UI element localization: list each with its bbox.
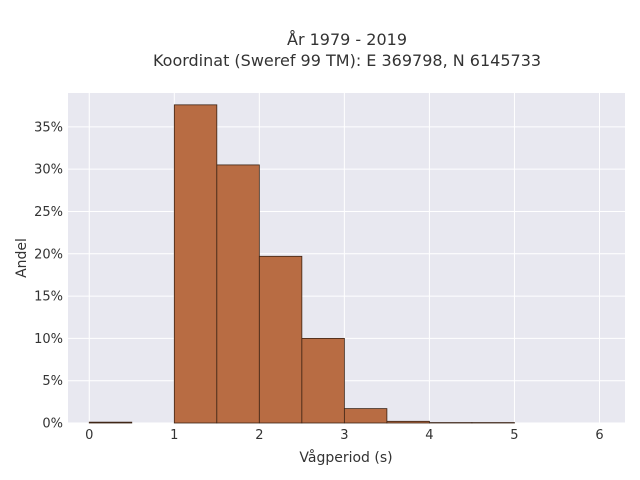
y-tick-label: 20% [34, 247, 63, 262]
histogram-bar [343, 408, 388, 424]
y-tick-label: 5% [42, 374, 63, 389]
x-axis-label: Vågperiod (s) [299, 449, 392, 466]
histogram-bar [173, 104, 218, 424]
histogram-bar [386, 420, 430, 424]
x-tick-label: 2 [255, 428, 263, 443]
y-axis-ticks: 0% 5% 10% 15% 20% 25% 30% 35% [34, 120, 63, 431]
chart-title-line2: Koordinat (Sweref 99 TM): E 369798, N 61… [153, 51, 541, 70]
histogram-bar [258, 255, 303, 424]
x-tick-label: 3 [340, 428, 348, 443]
x-tick-label: 5 [510, 428, 518, 443]
y-tick-label: 35% [34, 120, 63, 135]
x-tick-label: 6 [595, 428, 603, 443]
x-tick-label: 4 [425, 428, 433, 443]
histogram-bar [216, 164, 260, 424]
y-axis-label: Andel [14, 238, 30, 278]
chart-title-line1: År 1979 - 2019 [287, 30, 407, 49]
y-tick-label: 15% [34, 290, 63, 305]
x-tick-label: 0 [85, 428, 93, 443]
histogram-bars [88, 104, 515, 424]
y-tick-label: 30% [34, 163, 63, 178]
x-tick-label: 1 [170, 428, 178, 443]
y-tick-label: 10% [34, 332, 63, 347]
y-tick-label: 25% [34, 205, 63, 220]
histogram-bar [88, 421, 133, 424]
x-axis-ticks: 0 1 2 3 4 5 6 [85, 428, 604, 443]
histogram-bar [301, 337, 345, 424]
y-tick-label: 0% [42, 417, 63, 432]
plot-area [68, 93, 625, 423]
grid-lines [68, 93, 625, 424]
